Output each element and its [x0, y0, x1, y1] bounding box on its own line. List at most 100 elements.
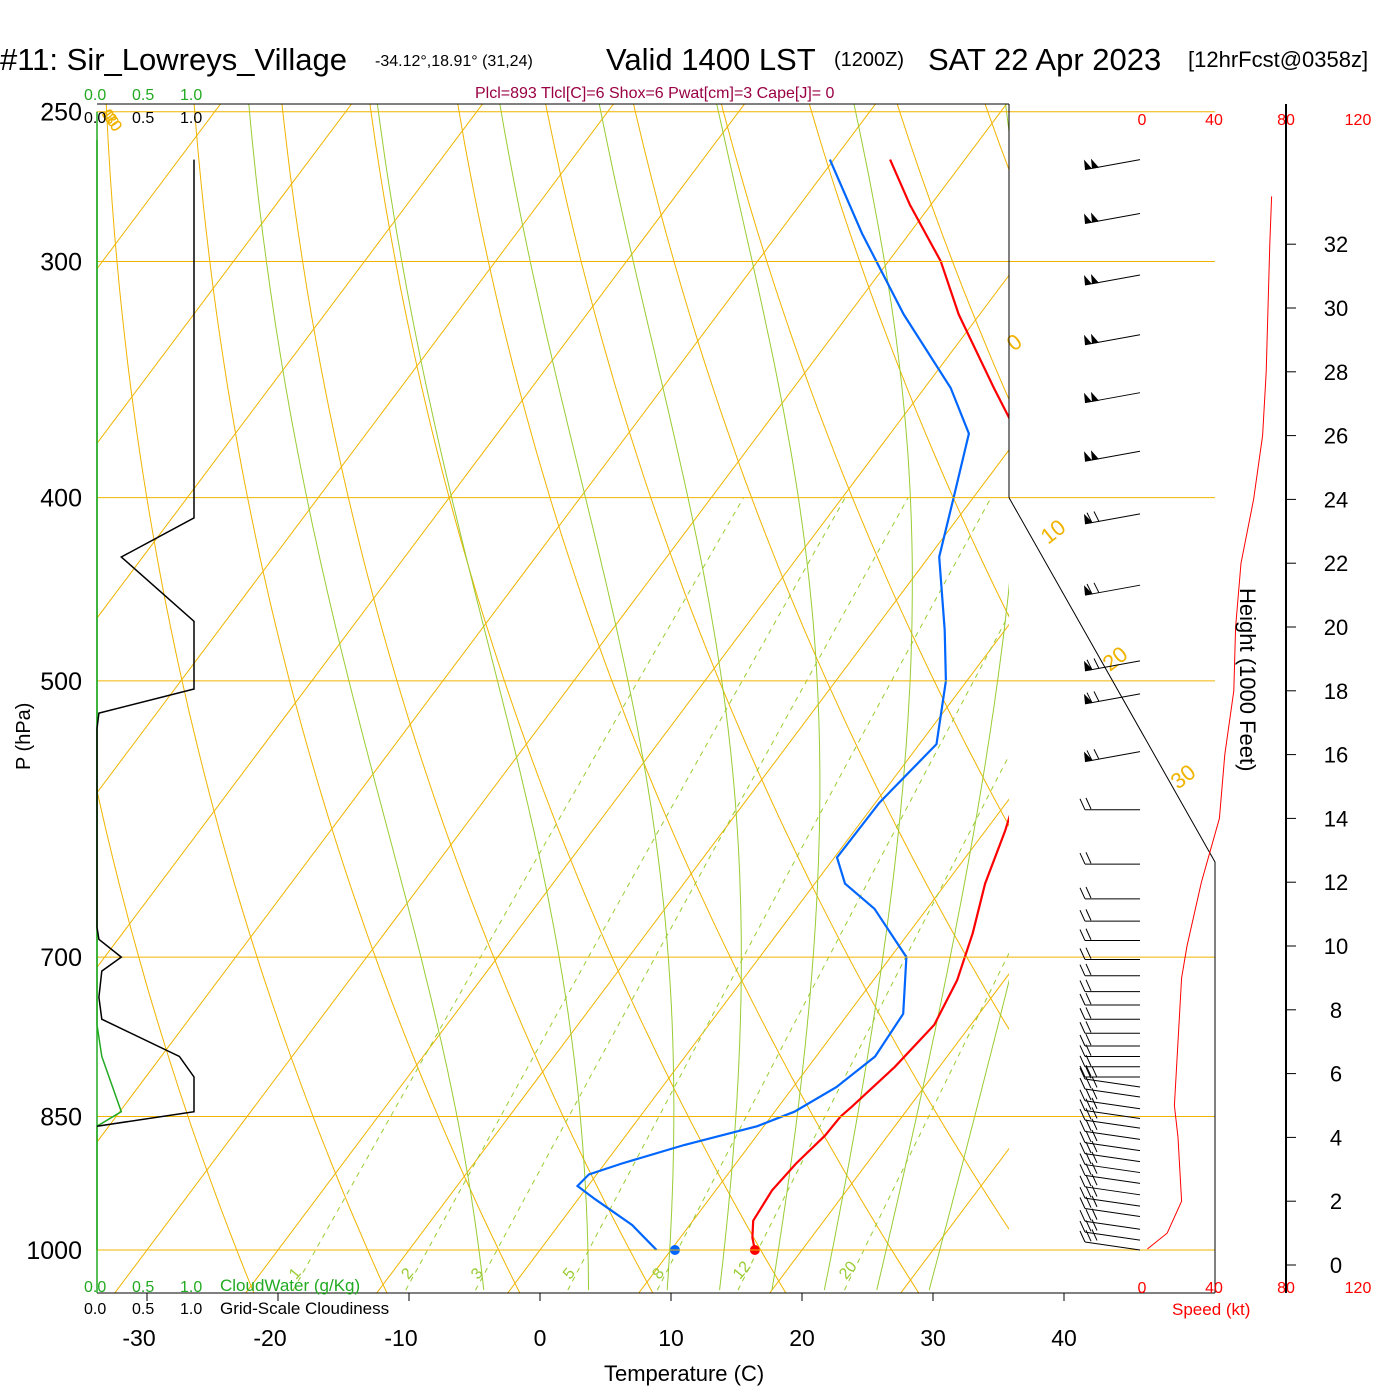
- wind-barb-feather: [1079, 909, 1086, 922]
- speed-tick-label-bottom: 40: [1205, 1280, 1223, 1297]
- wind-barb-feather: [1085, 979, 1092, 992]
- isotherm-line: [97, 104, 746, 969]
- temperature-tick-label: 10: [658, 1325, 684, 1351]
- wind-barb-feather: [1085, 1220, 1092, 1232]
- wind-barb-feather: [1091, 1066, 1098, 1078]
- wind-barb-feather: [1079, 980, 1086, 992]
- wind-speed-profile-line: [1147, 196, 1273, 1250]
- wind-barb: [1084, 582, 1141, 596]
- wind-barb-feather: [1085, 1007, 1092, 1019]
- wind-barb-pennant: [1091, 212, 1099, 223]
- height-tick-label: 4: [1330, 1125, 1342, 1150]
- isotherm-line: [245, 274, 1009, 1293]
- wind-barb-feather: [1079, 1055, 1086, 1067]
- cloudiness-tick-label-top: 0.5: [132, 110, 154, 127]
- wind-barb-feather: [1079, 1067, 1086, 1080]
- wind-barb-feather: [1091, 1118, 1098, 1131]
- wind-barb-feather: [1079, 887, 1086, 900]
- temperature-tick-label: 30: [920, 1325, 946, 1351]
- moist-adiabat-line: [499, 104, 675, 1291]
- wind-barb-feather: [1085, 797, 1092, 810]
- wind-barb: [1079, 852, 1140, 865]
- wind-barb-feather: [1085, 963, 1092, 976]
- wind-barb-feather: [1079, 852, 1086, 865]
- wind-barb: [1084, 511, 1141, 525]
- wind-barb-feather: [1079, 1175, 1086, 1188]
- wind-barb-feather: [1091, 1087, 1098, 1100]
- pressure-tick-label: 250: [40, 99, 82, 127]
- stability-indices: Plcl=893 Tlcl[C]=6 Shox=6 Pwat[cm]=3 Cap…: [475, 85, 835, 102]
- height-tick-label: 26: [1324, 424, 1348, 449]
- wind-barb-feather: [1085, 1209, 1092, 1221]
- wind-barb-feather: [1085, 1141, 1092, 1154]
- cloudiness-tick-label-bottom: 0.0: [84, 1301, 106, 1318]
- wind-barb-feather: [1085, 1067, 1092, 1079]
- pressure-tick-label: 300: [40, 248, 82, 276]
- wind-barb-feather: [1079, 1153, 1086, 1165]
- moist-adiabat-line: [876, 104, 1009, 1291]
- wind-barb-feather: [1093, 691, 1100, 702]
- isotherm-line: [638, 798, 1009, 1293]
- wind-barb-feather: [1079, 1197, 1086, 1209]
- wind-barb-feather: [1086, 583, 1093, 595]
- cloudiness-tick-label-top: 1.0: [180, 110, 202, 127]
- wind-barb-feather: [1091, 1151, 1098, 1164]
- wind-barb-feather: [1085, 1108, 1092, 1120]
- mixing-ratio-label: 3: [468, 1265, 487, 1283]
- wind-barb: [1084, 391, 1141, 404]
- wind-barb-feather: [1086, 750, 1093, 761]
- isotherm-line: [1136, 0, 1400, 1328]
- wind-barb: [1079, 1021, 1140, 1034]
- mixing-ratio-line: [656, 613, 1009, 1291]
- wind-barb: [1079, 1195, 1141, 1217]
- wind-barb-pennant: [1084, 334, 1092, 345]
- height-tick-label: 30: [1324, 296, 1348, 321]
- valid-time: Valid 1400 LST: [606, 42, 816, 77]
- temperature-axis-title: Temperature (C): [604, 1361, 764, 1386]
- wind-barb: [1079, 1044, 1140, 1057]
- height-tick-label: 12: [1324, 870, 1348, 895]
- zulu-time: (1200Z): [834, 49, 904, 71]
- dry-adiabat-line: [281, 104, 654, 1293]
- wind-barb-feather: [1085, 1229, 1092, 1242]
- wind-barb: [1079, 1174, 1141, 1196]
- wind-barb-feather: [1085, 1064, 1092, 1077]
- dewpoint-profile-line: [575, 159, 971, 1251]
- height-tick-label: 6: [1330, 1062, 1342, 1087]
- forecast-hour: [12hrFcst@0358z]: [1188, 47, 1368, 72]
- wind-barb: [1079, 1151, 1141, 1174]
- wind-barb-staff: [1084, 1241, 1141, 1251]
- wind-barb-feather: [1079, 1022, 1086, 1034]
- wind-barb-feather: [1085, 1152, 1092, 1164]
- forecast-date: SAT 22 Apr 2023: [928, 42, 1161, 77]
- wind-barb-feather: [1079, 1089, 1086, 1102]
- wind-barb-pennant: [1084, 513, 1093, 524]
- cloudwater-tick-label-top: 1.0: [180, 87, 202, 104]
- wind-barb-feather: [1091, 1140, 1098, 1153]
- moist-adiabat-line: [598, 104, 742, 1291]
- wind-barb: [1079, 1118, 1141, 1140]
- pressure-axis-title: P (hPa): [13, 703, 35, 770]
- height-tick-label: 22: [1324, 551, 1348, 576]
- cloudiness-profile-line: [96, 159, 195, 1127]
- wind-barb-pennant: [1084, 392, 1092, 403]
- temperature-tick-label: -10: [384, 1325, 417, 1351]
- wind-barb: [1079, 1064, 1140, 1078]
- wind-barb-feather: [1079, 964, 1086, 976]
- wind-barb-feather: [1085, 1077, 1092, 1089]
- dry-adiabat-line: [105, 104, 388, 1293]
- wind-barb-pennant: [1084, 693, 1093, 704]
- pressure-tick-label: 400: [40, 485, 82, 513]
- isotherm-line: [507, 623, 1009, 1293]
- wind-barb-pennant: [1084, 275, 1092, 286]
- dry-adiabat-line: [720, 104, 1009, 827]
- temperature-tick-label: 0: [534, 1325, 547, 1351]
- cloudwater-tick-label-bottom: 1.0: [180, 1279, 202, 1296]
- cloudiness-tick-label-top: 0.0: [84, 110, 106, 127]
- wind-barb-feather: [1085, 1186, 1092, 1198]
- wind-barb-staff: [1084, 660, 1141, 672]
- wind-barb: [1084, 749, 1141, 763]
- wind-barb-staff: [1084, 1220, 1141, 1230]
- height-tick-label: 18: [1324, 679, 1348, 704]
